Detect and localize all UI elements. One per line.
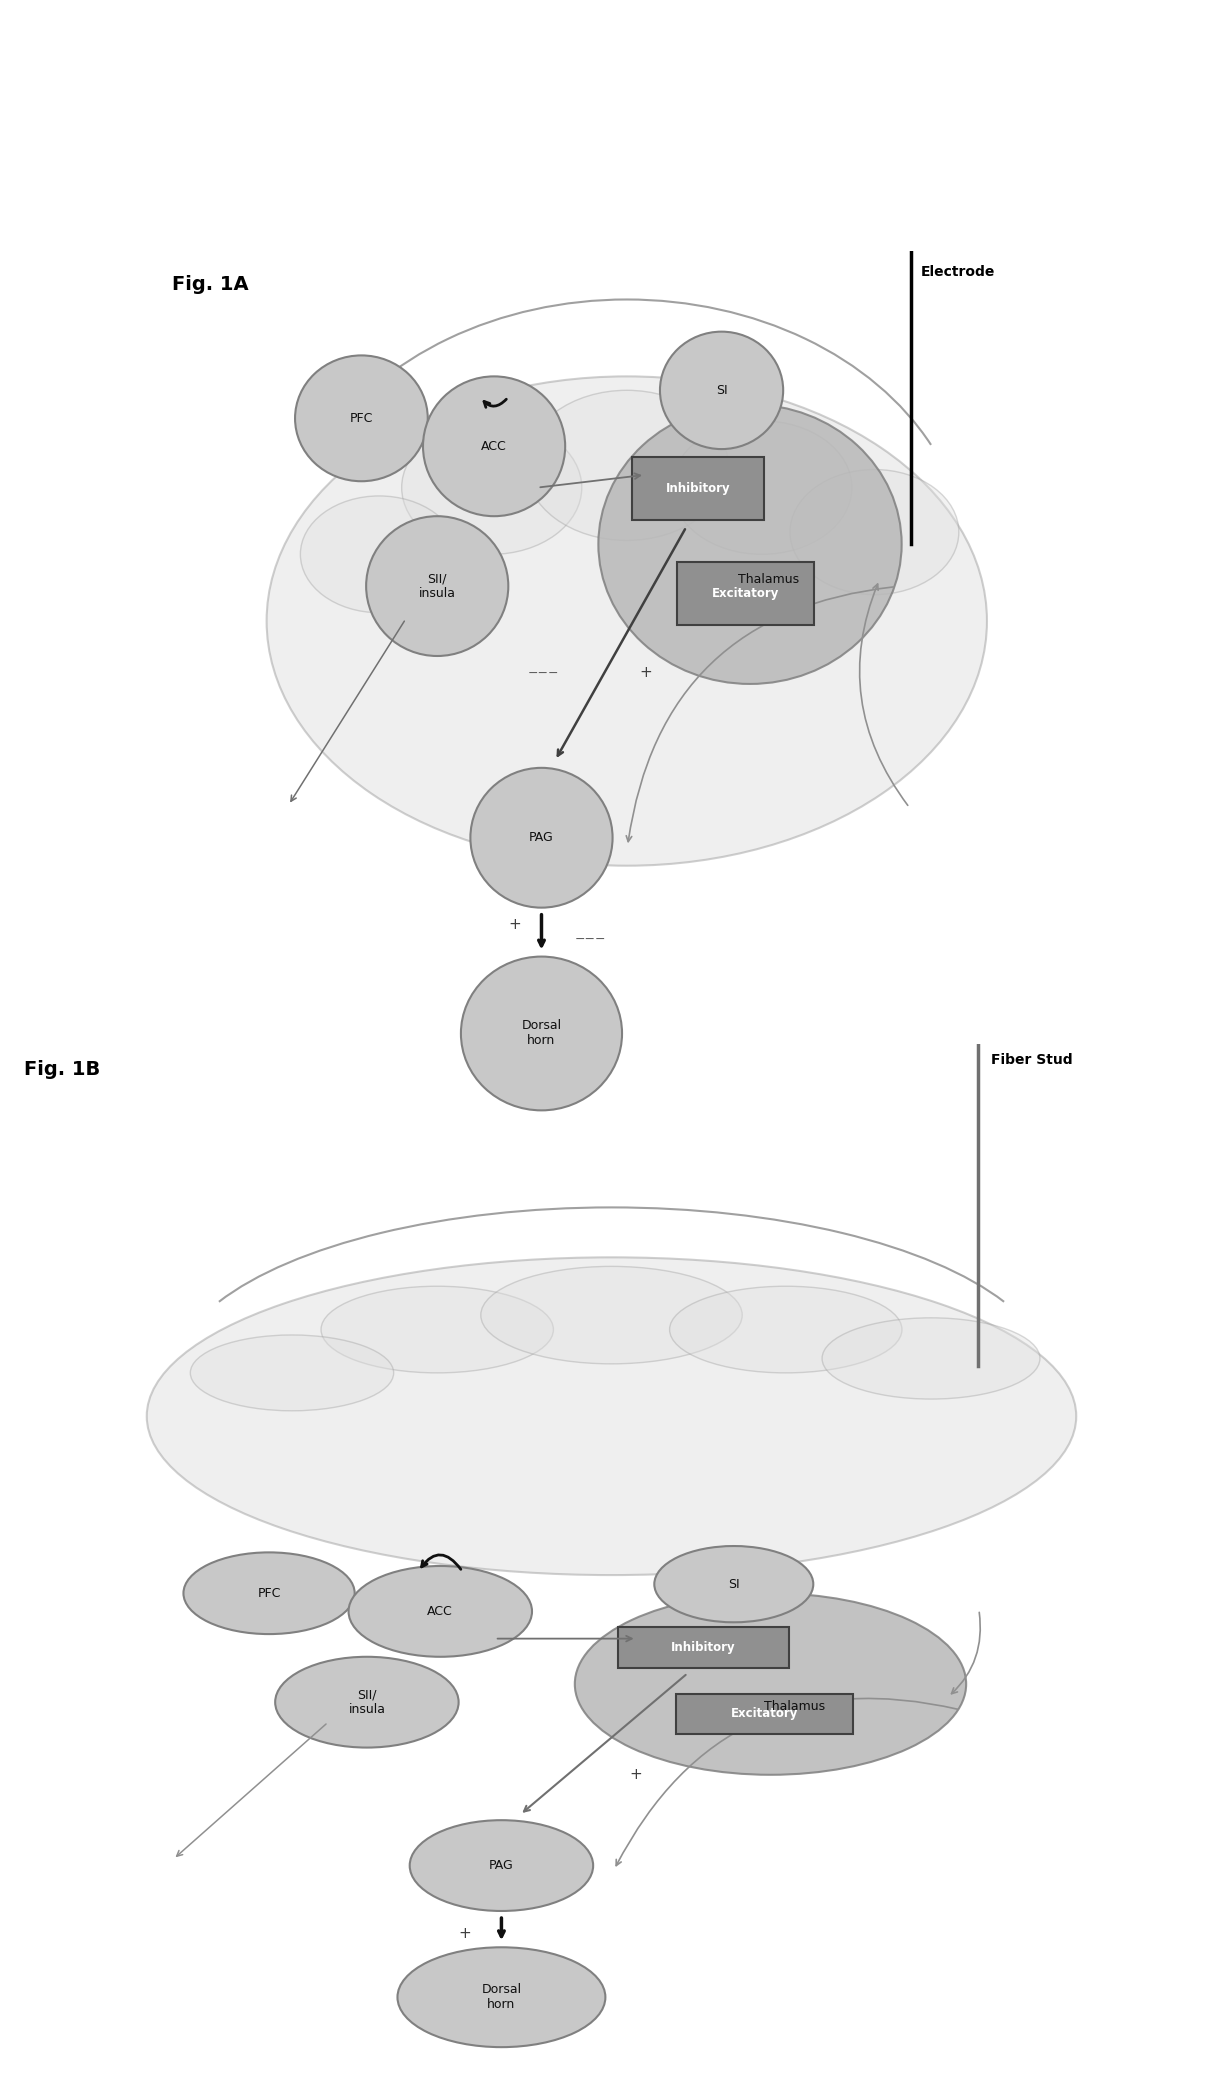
Text: +: +	[630, 1766, 642, 1783]
Ellipse shape	[295, 355, 428, 480]
Text: PFC: PFC	[257, 1587, 281, 1599]
Ellipse shape	[471, 768, 613, 908]
Ellipse shape	[366, 516, 509, 656]
Ellipse shape	[320, 1286, 553, 1374]
Ellipse shape	[822, 1318, 1040, 1399]
Ellipse shape	[423, 376, 565, 516]
Ellipse shape	[598, 405, 901, 685]
FancyBboxPatch shape	[676, 562, 815, 624]
Ellipse shape	[397, 1948, 605, 2046]
Text: ACC: ACC	[481, 441, 508, 453]
Ellipse shape	[654, 1545, 813, 1622]
Text: Fig. 1B: Fig. 1B	[24, 1061, 100, 1079]
Text: SII/
insula: SII/ insula	[418, 572, 456, 599]
Text: +: +	[459, 1927, 471, 1942]
Text: PFC: PFC	[350, 411, 373, 424]
FancyBboxPatch shape	[675, 1693, 854, 1735]
Text: PAG: PAG	[530, 831, 554, 844]
FancyBboxPatch shape	[631, 457, 764, 520]
Text: Excitatory: Excitatory	[730, 1708, 799, 1721]
Ellipse shape	[526, 390, 728, 541]
Text: Excitatory: Excitatory	[712, 587, 779, 599]
Text: Dorsal
horn: Dorsal horn	[482, 1984, 521, 2011]
Ellipse shape	[660, 332, 783, 449]
Ellipse shape	[183, 1551, 355, 1635]
Ellipse shape	[191, 1334, 394, 1411]
Ellipse shape	[349, 1566, 532, 1656]
Text: Fiber Stud: Fiber Stud	[991, 1052, 1073, 1067]
Text: +: +	[640, 664, 652, 681]
Text: Electrode: Electrode	[921, 265, 996, 278]
Ellipse shape	[267, 376, 987, 867]
Ellipse shape	[461, 956, 623, 1111]
Text: −−−: −−−	[527, 666, 559, 681]
Ellipse shape	[670, 1286, 903, 1374]
Ellipse shape	[575, 1593, 966, 1775]
Text: SI: SI	[715, 384, 728, 397]
Text: Dorsal
horn: Dorsal horn	[521, 1019, 561, 1048]
Ellipse shape	[790, 470, 959, 595]
Text: Fig. 1A: Fig. 1A	[171, 276, 248, 294]
Ellipse shape	[410, 1821, 593, 1911]
Ellipse shape	[147, 1257, 1076, 1574]
Text: SI: SI	[728, 1579, 740, 1591]
Ellipse shape	[301, 497, 457, 612]
Ellipse shape	[401, 422, 582, 553]
Text: Thalamus: Thalamus	[739, 572, 800, 585]
Text: −−−: −−−	[575, 933, 607, 946]
Text: Thalamus: Thalamus	[764, 1700, 826, 1714]
Ellipse shape	[275, 1656, 459, 1748]
Text: ACC: ACC	[427, 1606, 454, 1618]
Text: Inhibitory: Inhibitory	[665, 482, 730, 495]
Ellipse shape	[481, 1265, 742, 1363]
Text: PAG: PAG	[489, 1858, 514, 1873]
FancyBboxPatch shape	[618, 1627, 789, 1668]
Text: +: +	[509, 917, 521, 931]
Text: Inhibitory: Inhibitory	[671, 1641, 735, 1654]
Ellipse shape	[671, 422, 852, 553]
Text: SII/
insula: SII/ insula	[349, 1689, 385, 1716]
